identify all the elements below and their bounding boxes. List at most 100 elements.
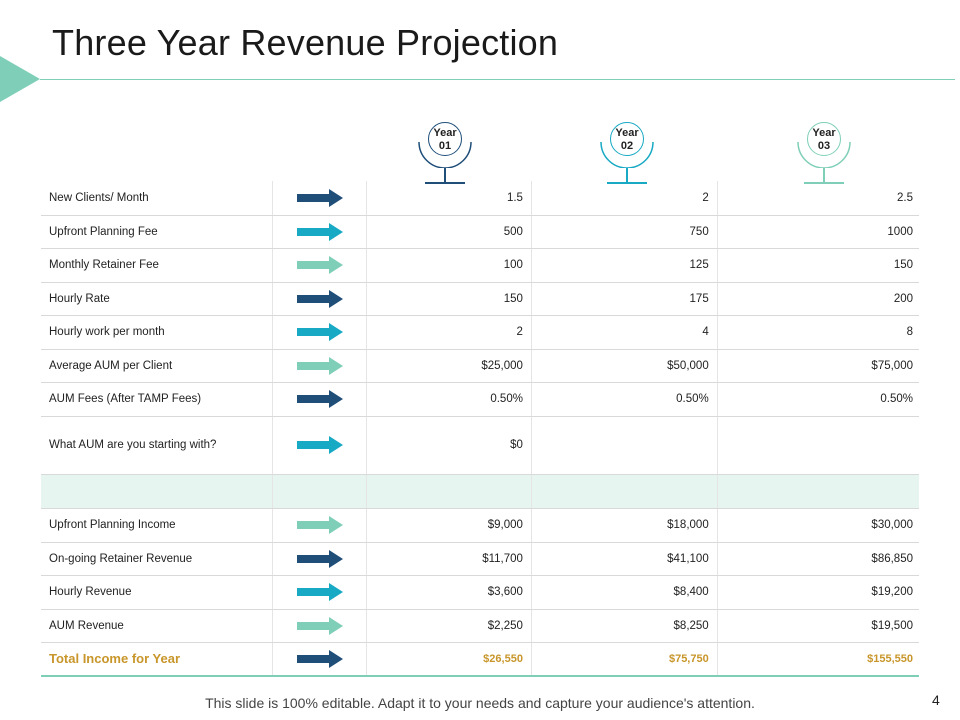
year-1-value: 0.50% [366, 382, 532, 417]
year-1-value: $25,000 [366, 349, 532, 383]
table-row: AUM Revenue $2,250 $8,250 $19,500 [41, 609, 919, 643]
year-1-value: 500 [366, 215, 532, 249]
year-2-value: 4 [530, 315, 718, 350]
row-arrow-cell [272, 542, 367, 576]
table-row: Monthly Retainer Fee 100 125 150 [41, 248, 919, 283]
row-label: Hourly Rate [41, 282, 273, 316]
year-badge-1: Year 01 [428, 122, 462, 156]
year-3-value: $86,850 [716, 542, 919, 576]
right-arrow-icon [296, 549, 343, 568]
year-1-value: $2,250 [366, 609, 532, 643]
row-label: New Clients/ Month [41, 181, 273, 216]
year-1-value: $0 [366, 416, 532, 475]
year-2-value: $50,000 [530, 349, 718, 383]
table-row: Hourly Revenue $3,600 $8,400 $19,200 [41, 575, 919, 610]
row-arrow-cell [272, 642, 367, 677]
year-3-value: 150 [716, 248, 919, 283]
page-number: 4 [932, 692, 940, 708]
row-label: AUM Revenue [41, 609, 273, 643]
table-row: Upfront Planning Fee 500 750 1000 [41, 215, 919, 249]
spacer-row [41, 474, 919, 509]
right-arrow-icon [296, 289, 343, 308]
year-3-value: 2.5 [716, 181, 919, 216]
row-arrow-cell [272, 315, 367, 350]
table-row: Hourly work per month 2 4 8 [41, 315, 919, 350]
year-1-value: $26,550 [366, 642, 532, 677]
year-3-value: $75,000 [716, 349, 919, 383]
footer-note: This slide is 100% editable. Adapt it to… [205, 695, 755, 711]
row-label: Average AUM per Client [41, 349, 273, 383]
table-row: On-going Retainer Revenue $11,700 $41,100 $… [41, 542, 919, 576]
year-3-value: 0.50% [716, 382, 919, 417]
year-3-value: $19,500 [716, 609, 919, 643]
right-arrow-icon [296, 616, 343, 635]
year-3-value: $30,000 [716, 508, 919, 543]
row-arrow-cell [272, 215, 367, 249]
year-2-value: $75,750 [530, 642, 718, 677]
row-label: AUM Fees (After TAMP Fees) [41, 382, 273, 417]
year-2-value: 2 [530, 181, 718, 216]
year-1-value: 150 [366, 282, 532, 316]
right-arrow-icon [296, 188, 343, 207]
right-arrow-icon [296, 390, 343, 408]
row-arrow-cell [272, 181, 367, 216]
year-2-value: 175 [530, 282, 718, 316]
year-badge-3: Year 03 [807, 122, 841, 156]
year-2-value: 125 [530, 248, 718, 283]
year-1-value: $11,700 [366, 542, 532, 576]
row-label: Hourly work per month [41, 315, 273, 350]
table-row: Hourly Rate 150 175 200 [41, 282, 919, 316]
year-3-value [716, 416, 919, 475]
row-label: Upfront Planning Fee [41, 215, 273, 249]
row-arrow-cell [272, 508, 367, 543]
year-2-value: 750 [530, 215, 718, 249]
title-underline [40, 79, 955, 80]
year-badge-number: 01 [438, 140, 452, 152]
year-badge-label: Year [812, 127, 836, 139]
year-2-value [530, 416, 718, 475]
right-arrow-icon [296, 256, 343, 274]
year-2-value: $18,000 [530, 508, 718, 543]
row-label: On-going Retainer Revenue [41, 542, 273, 576]
year-1-value: 2 [366, 315, 532, 350]
year-1-value: 1.5 [366, 181, 532, 216]
table-row: New Clients/ Month 1.5 2 2.5 [41, 181, 919, 216]
table-row: AUM Fees (After TAMP Fees) 0.50% 0.50% 0.50… [41, 382, 919, 417]
table-row: Average AUM per Client $25,000 $50,000 $75,… [41, 349, 919, 383]
row-arrow-cell [272, 609, 367, 643]
right-arrow-icon [296, 649, 343, 668]
year-1-value: $9,000 [366, 508, 532, 543]
year-3-value [716, 474, 919, 509]
year-1-stand-arc [418, 141, 472, 168]
table-row: Upfront Planning Income $9,000 $18,000 $30,… [41, 508, 919, 543]
right-arrow-icon [296, 516, 343, 534]
right-arrow-icon [296, 222, 343, 241]
row-arrow-cell [272, 349, 367, 383]
year-2-value: $8,400 [530, 575, 718, 610]
year-1-value: 100 [366, 248, 532, 283]
year-3-value: $19,200 [716, 575, 919, 610]
year-3-value: 1000 [716, 215, 919, 249]
right-arrow-icon [296, 436, 343, 454]
row-label [41, 474, 273, 509]
year-2-value: $8,250 [530, 609, 718, 643]
year-1-value: $3,600 [366, 575, 532, 610]
row-arrow-cell [272, 575, 367, 610]
year-2-stand-post [626, 168, 628, 182]
row-label: Upfront Planning Income [41, 508, 273, 543]
row-arrow-cell [272, 382, 367, 417]
table-row: What AUM are you starting with? $0 [41, 416, 919, 475]
year-1-stand-post [444, 168, 446, 182]
year-3-value: 200 [716, 282, 919, 316]
row-arrow-cell [272, 416, 367, 475]
row-arrow-cell [272, 474, 367, 509]
year-2-value [530, 474, 718, 509]
right-arrow-icon [296, 356, 343, 375]
year-2-value: $41,100 [530, 542, 718, 576]
page-title: Three Year Revenue Projection [52, 22, 559, 63]
row-label: Total Income for Year [41, 642, 273, 677]
year-3-value: $155,550 [716, 642, 919, 677]
year-badge-label: Year [615, 127, 639, 139]
year-3-stand-arc [797, 141, 851, 168]
year-1-value [366, 474, 532, 509]
